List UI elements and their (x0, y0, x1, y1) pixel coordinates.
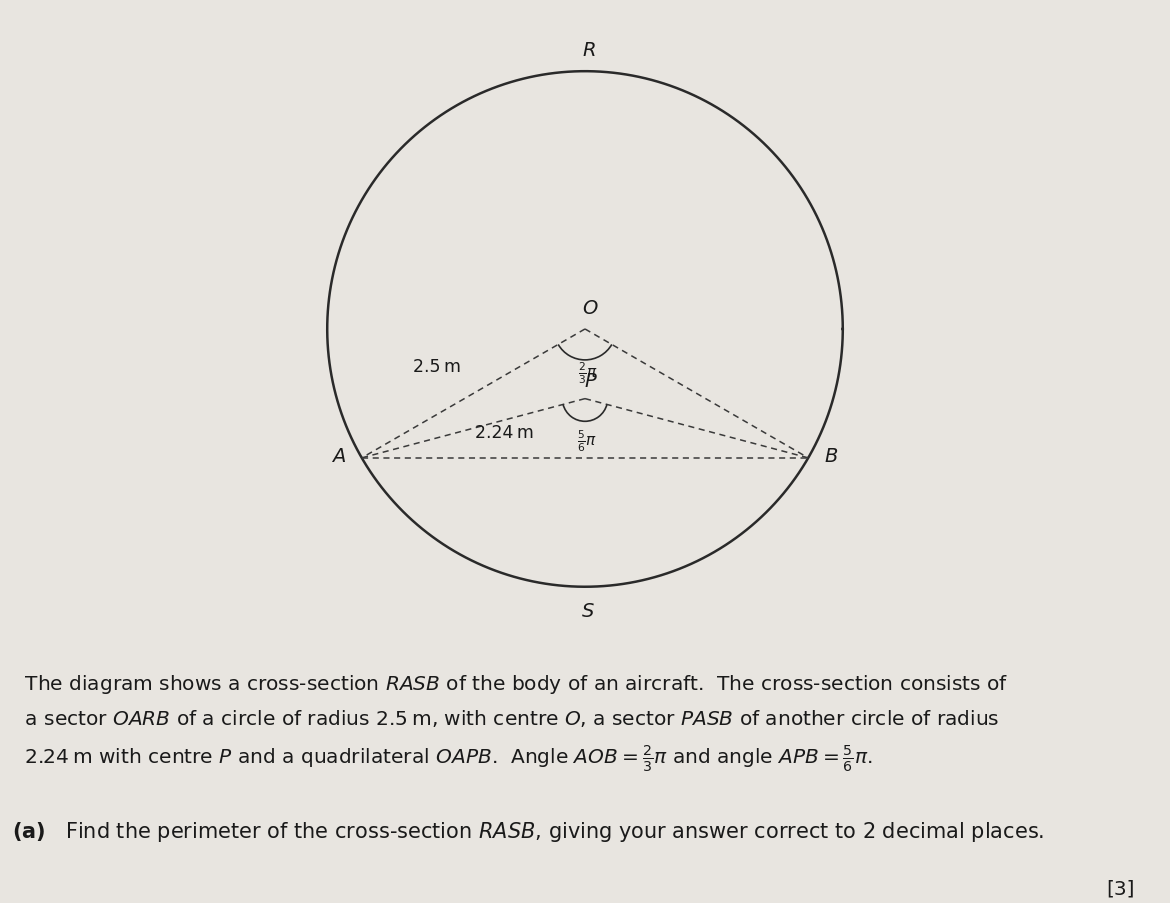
Text: O: O (583, 298, 598, 317)
Text: $\frac{2}{3}\pi$: $\frac{2}{3}\pi$ (578, 360, 598, 386)
Text: $\mathbf{(a)}$   Find the perimeter of the cross-section $RASB$, giving your ans: $\mathbf{(a)}$ Find the perimeter of the… (12, 819, 1044, 843)
Text: 2.5 m: 2.5 m (413, 358, 461, 376)
Text: A: A (332, 447, 345, 466)
Text: B: B (825, 447, 838, 466)
Text: [3]: [3] (1107, 879, 1135, 898)
Text: The diagram shows a cross-section $RASB$ of the body of an aircraft.  The cross-: The diagram shows a cross-section $RASB$… (12, 673, 1009, 773)
Text: S: S (581, 601, 594, 620)
Text: R: R (583, 41, 596, 60)
Text: P: P (584, 372, 596, 391)
Text: 2.24 m: 2.24 m (475, 424, 534, 442)
Text: $\frac{5}{6}\pi$: $\frac{5}{6}\pi$ (577, 428, 597, 453)
